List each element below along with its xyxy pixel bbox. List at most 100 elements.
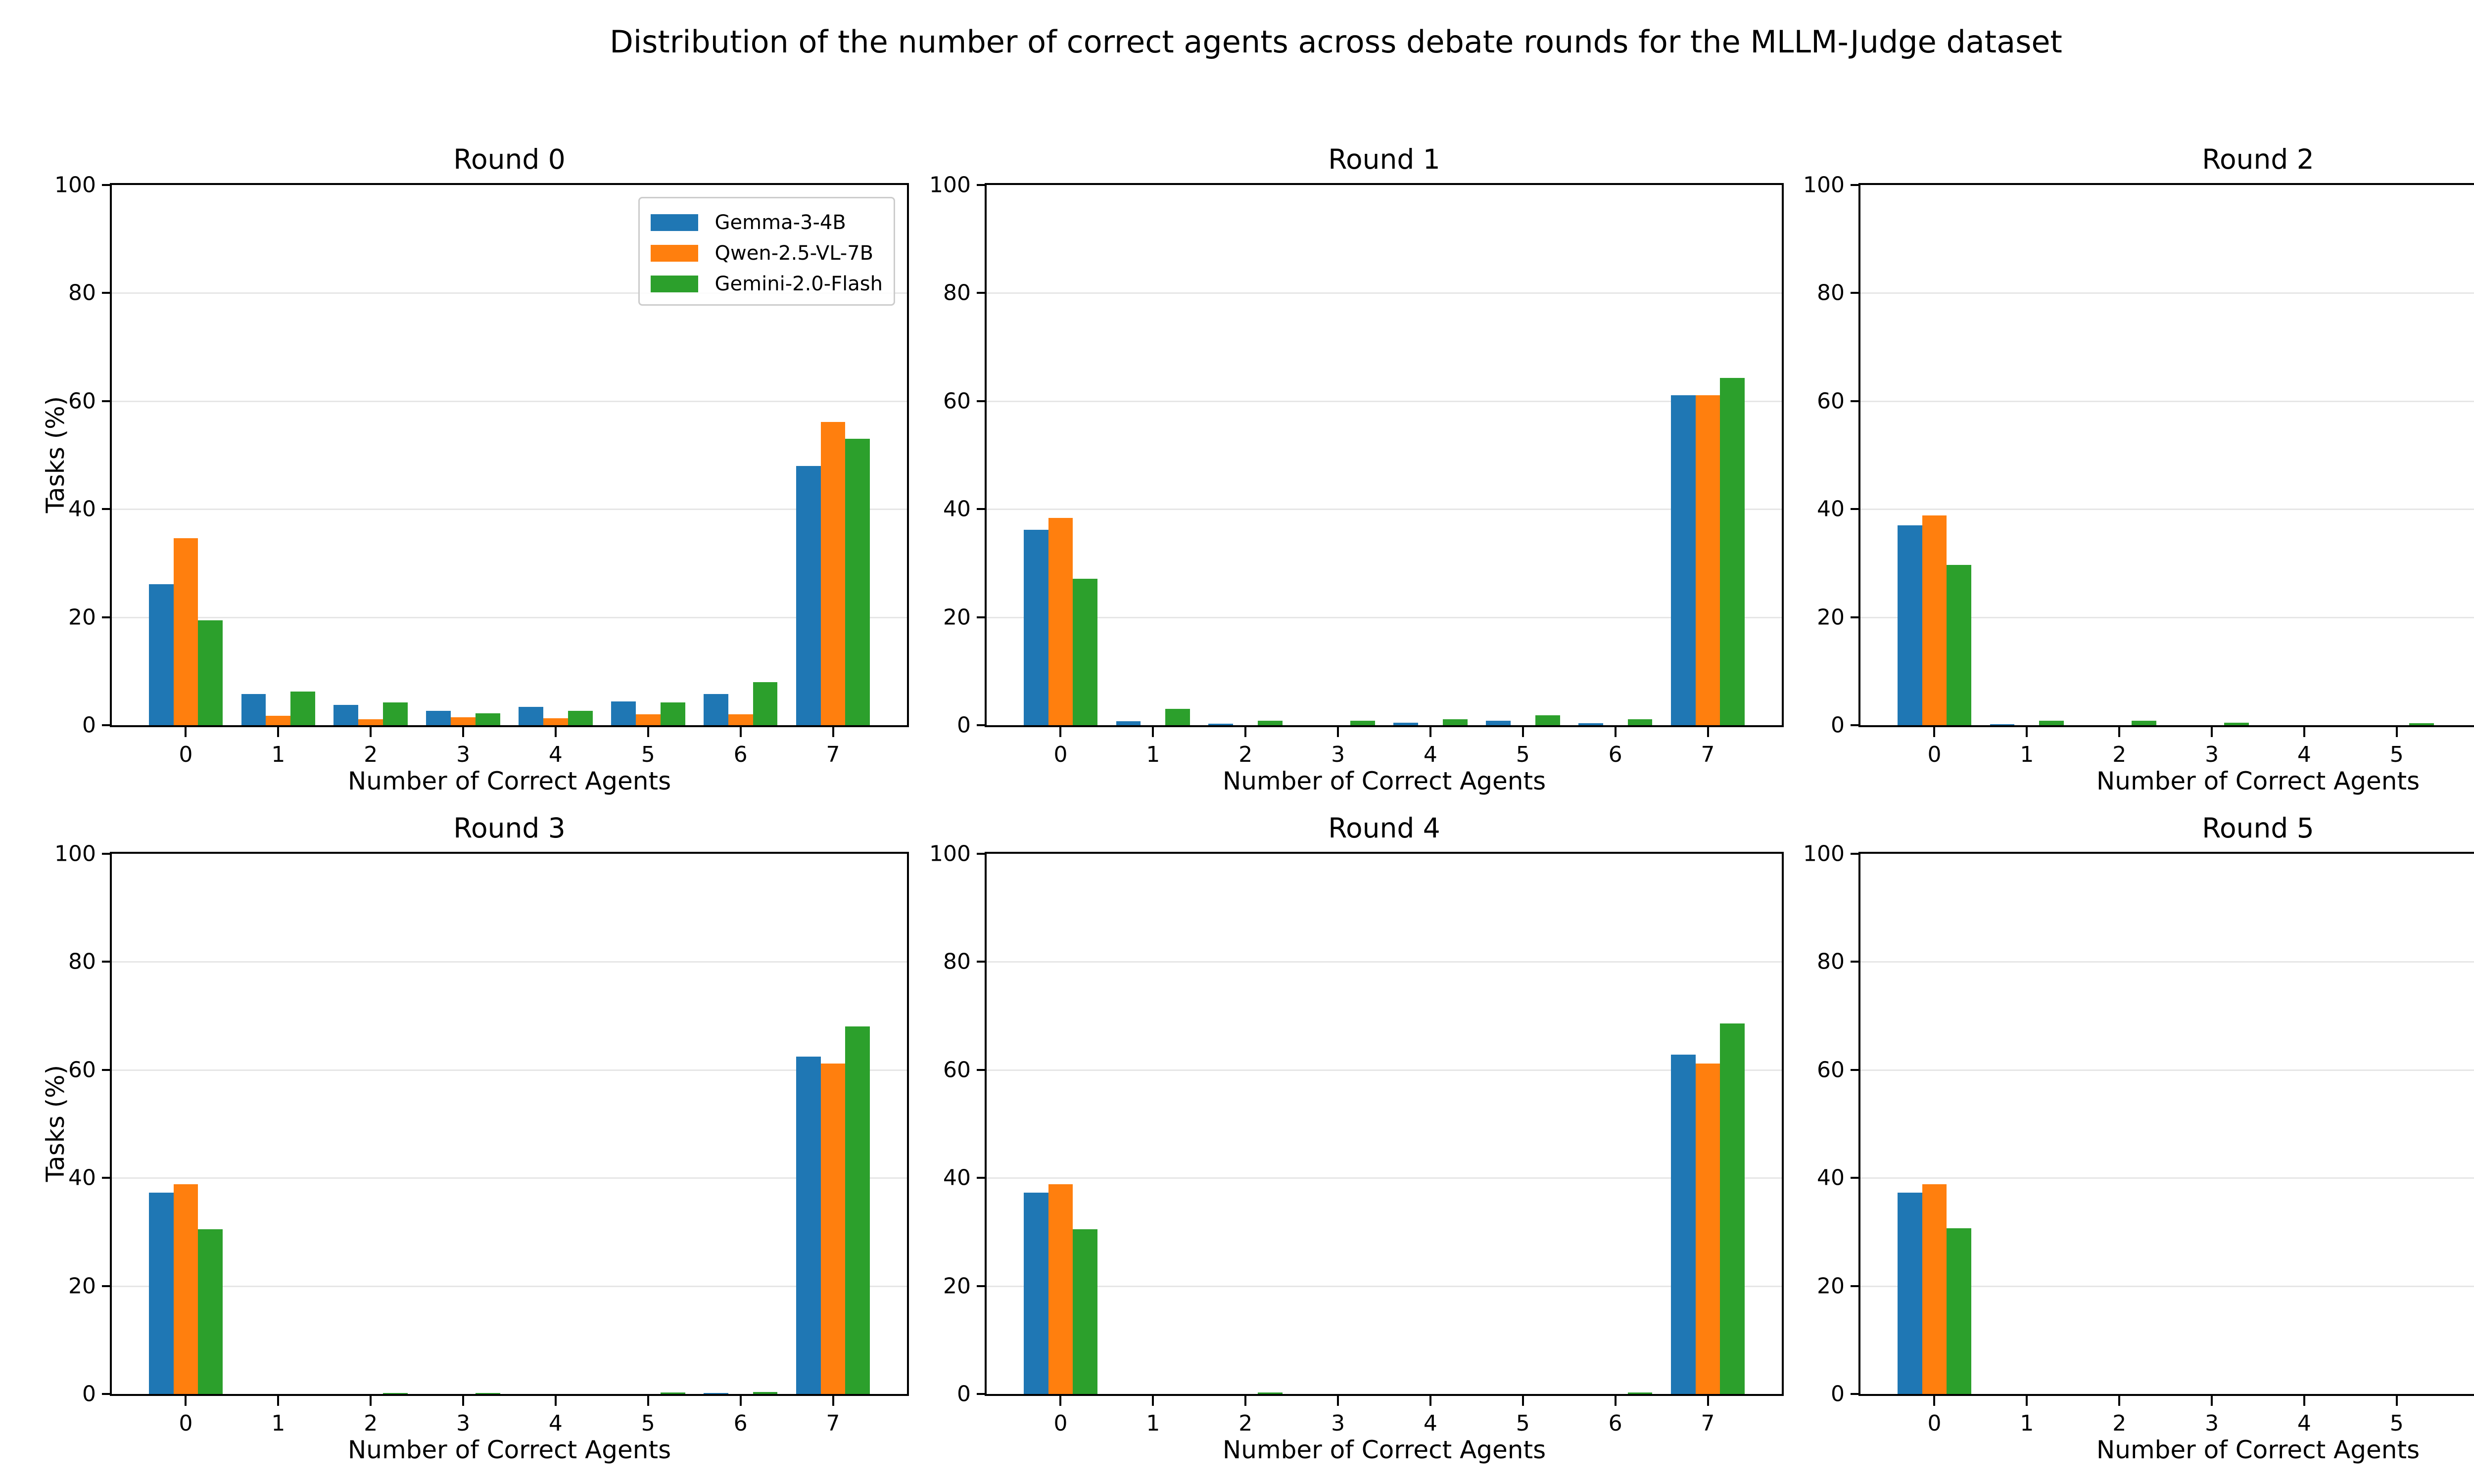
- bar-gemini-2-0-flash[interactable]: [1442, 719, 1468, 725]
- bar-gemma-3-4b[interactable]: [1578, 723, 1603, 725]
- x-axis-label: Number of Correct Agents: [1222, 1436, 1546, 1464]
- bar-gemma-3-4b[interactable]: [1897, 1192, 1922, 1394]
- bar-gemma-3-4b[interactable]: [1670, 1055, 1696, 1394]
- bar-gemini-2-0-flash[interactable]: [1947, 564, 1972, 725]
- bar-gemma-3-4b[interactable]: [1486, 721, 1511, 725]
- bar-gemini-2-0-flash[interactable]: [1720, 1023, 1745, 1394]
- bar-gemma-3-4b[interactable]: [519, 706, 543, 725]
- bar-gemini-2-0-flash[interactable]: [845, 1026, 870, 1394]
- legend-item[interactable]: Gemma-3-4B: [650, 207, 883, 238]
- gridline: [112, 509, 907, 510]
- bar-gemini-2-0-flash[interactable]: [1258, 721, 1283, 725]
- bar-gemini-2-0-flash[interactable]: [475, 1392, 500, 1394]
- gridline: [987, 1285, 1782, 1287]
- bar-gemini-2-0-flash[interactable]: [1947, 1228, 1972, 1394]
- y-tick-label: 20: [943, 1273, 971, 1299]
- bar-qwen-2-5-vl-7b[interactable]: [358, 719, 383, 725]
- bar-gemini-2-0-flash[interactable]: [2409, 723, 2434, 725]
- bar-gemini-2-0-flash[interactable]: [2132, 721, 2156, 725]
- bar-gemma-3-4b[interactable]: [426, 710, 451, 725]
- x-tick-label: 0: [179, 742, 193, 767]
- gridline: [1860, 1285, 2474, 1287]
- bar-gemini-2-0-flash[interactable]: [1073, 579, 1098, 725]
- bar-gemini-2-0-flash[interactable]: [753, 1391, 778, 1394]
- bar-gemini-2-0-flash[interactable]: [1073, 1229, 1098, 1394]
- bar-gemini-2-0-flash[interactable]: [660, 702, 685, 725]
- y-tick-label: 80: [1817, 949, 1845, 974]
- bar-gemma-3-4b[interactable]: [703, 694, 728, 725]
- x-tick-mark: [1522, 1396, 1524, 1406]
- bar-gemini-2-0-flash[interactable]: [753, 682, 778, 725]
- bar-gemini-2-0-flash[interactable]: [568, 710, 593, 725]
- bar-gemini-2-0-flash[interactable]: [198, 1229, 223, 1394]
- bar-gemini-2-0-flash[interactable]: [1165, 709, 1190, 725]
- gridline: [1860, 400, 2474, 402]
- bar-gemini-2-0-flash[interactable]: [1627, 719, 1653, 725]
- bar-gemma-3-4b[interactable]: [1990, 724, 2015, 725]
- y-tick-mark: [1851, 184, 1860, 186]
- bar-qwen-2-5-vl-7b[interactable]: [820, 1063, 846, 1394]
- x-tick-mark: [1059, 727, 1062, 737]
- bar-gemini-2-0-flash[interactable]: [660, 1392, 685, 1394]
- bar-qwen-2-5-vl-7b[interactable]: [451, 717, 476, 725]
- bar-qwen-2-5-vl-7b[interactable]: [266, 716, 291, 725]
- bar-gemma-3-4b[interactable]: [333, 704, 359, 725]
- bar-gemini-2-0-flash[interactable]: [1720, 377, 1745, 725]
- gridline: [112, 616, 907, 618]
- bar-qwen-2-5-vl-7b[interactable]: [543, 718, 568, 725]
- legend-item[interactable]: Gemini-2.0-Flash: [650, 269, 883, 299]
- bar-gemini-2-0-flash[interactable]: [1627, 1392, 1653, 1394]
- bar-gemini-2-0-flash[interactable]: [1258, 1392, 1283, 1394]
- bar-qwen-2-5-vl-7b[interactable]: [1048, 1184, 1073, 1394]
- bar-qwen-2-5-vl-7b[interactable]: [635, 714, 661, 725]
- bar-qwen-2-5-vl-7b[interactable]: [173, 1184, 198, 1394]
- bar-gemma-3-4b[interactable]: [1208, 723, 1234, 725]
- bar-qwen-2-5-vl-7b[interactable]: [1922, 515, 1947, 725]
- bar-gemma-3-4b[interactable]: [241, 694, 266, 725]
- bar-gemma-3-4b[interactable]: [148, 584, 174, 725]
- bar-gemma-3-4b[interactable]: [1393, 722, 1418, 725]
- bar-qwen-2-5-vl-7b[interactable]: [1695, 395, 1720, 725]
- bar-gemma-3-4b[interactable]: [611, 701, 636, 725]
- y-tick-label: 0: [957, 712, 971, 738]
- bar-gemini-2-0-flash[interactable]: [845, 439, 870, 725]
- bar-qwen-2-5-vl-7b[interactable]: [173, 538, 198, 725]
- bar-gemma-3-4b[interactable]: [796, 465, 821, 725]
- bar-gemini-2-0-flash[interactable]: [2039, 721, 2064, 725]
- y-tick-label: 60: [1817, 388, 1845, 414]
- bar-gemma-3-4b[interactable]: [1897, 525, 1922, 725]
- bar-gemma-3-4b[interactable]: [1670, 395, 1696, 725]
- bar-gemini-2-0-flash[interactable]: [2224, 722, 2249, 725]
- bar-gemini-2-0-flash[interactable]: [383, 702, 408, 725]
- bar-qwen-2-5-vl-7b[interactable]: [1695, 1063, 1720, 1394]
- bar-gemma-3-4b[interactable]: [1023, 1192, 1048, 1394]
- bar-gemini-2-0-flash[interactable]: [1350, 721, 1375, 725]
- bar-gemma-3-4b[interactable]: [796, 1056, 821, 1394]
- x-tick-label: 5: [2389, 742, 2404, 767]
- bar-qwen-2-5-vl-7b[interactable]: [1922, 1184, 1947, 1394]
- y-tick-label: 100: [54, 172, 96, 198]
- bar-gemini-2-0-flash[interactable]: [290, 692, 316, 725]
- legend-item[interactable]: Qwen-2.5-VL-7B: [650, 238, 883, 269]
- y-tick-label: 0: [82, 1381, 96, 1407]
- bar-gemma-3-4b[interactable]: [1116, 721, 1141, 725]
- y-tick-label: 60: [68, 1057, 96, 1083]
- x-tick-mark: [1337, 1396, 1339, 1406]
- gridline: [112, 1069, 907, 1071]
- bar-qwen-2-5-vl-7b[interactable]: [728, 714, 753, 725]
- x-tick-label: 3: [456, 742, 471, 767]
- bar-gemma-3-4b[interactable]: [148, 1192, 174, 1394]
- y-tick-mark: [1851, 1177, 1860, 1179]
- bar-gemini-2-0-flash[interactable]: [383, 1392, 408, 1394]
- x-tick-mark: [554, 1396, 557, 1406]
- bar-gemini-2-0-flash[interactable]: [198, 620, 223, 725]
- y-tick-label: 40: [68, 496, 96, 522]
- gridline: [987, 616, 1782, 618]
- bar-gemma-3-4b[interactable]: [703, 1392, 728, 1394]
- bar-gemma-3-4b[interactable]: [1023, 529, 1048, 725]
- bar-gemini-2-0-flash[interactable]: [1535, 715, 1560, 725]
- bar-qwen-2-5-vl-7b[interactable]: [820, 422, 846, 725]
- bar-qwen-2-5-vl-7b[interactable]: [1048, 517, 1073, 725]
- y-tick-mark: [102, 292, 112, 294]
- bar-gemini-2-0-flash[interactable]: [475, 713, 500, 725]
